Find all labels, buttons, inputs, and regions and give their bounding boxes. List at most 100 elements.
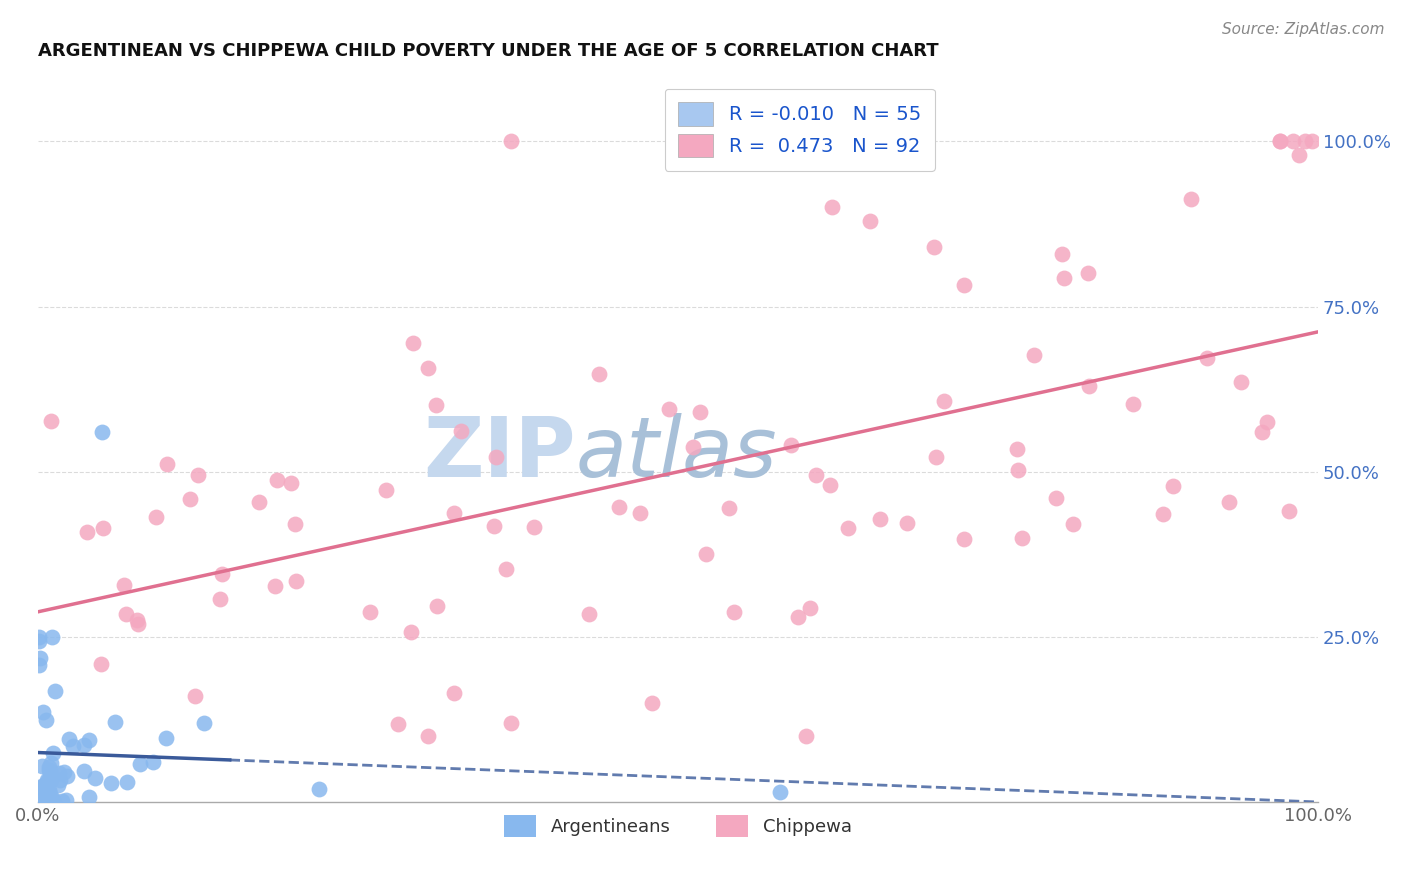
Point: [717, 500, 740, 515]
Point: [896, 516, 918, 530]
Point: [1007, 463, 1029, 477]
Point: [31, 758, 53, 772]
Point: [129, 756, 152, 771]
Text: ZIP: ZIP: [423, 413, 575, 494]
Point: [818, 477, 841, 491]
Point: [208, 592, 231, 607]
Point: [859, 213, 882, 227]
Point: [62, 739, 84, 753]
Point: [1050, 246, 1073, 260]
Point: [501, 134, 523, 148]
Point: [38, 787, 60, 801]
Point: [42, 792, 65, 806]
Point: [1180, 192, 1202, 206]
Point: [39, 773, 62, 788]
Text: ARGENTINEAN VS CHIPPEWA CHILD POVERTY UNDER THE AGE OF 5 CORRELATION CHART: ARGENTINEAN VS CHIPPEWA CHILD POVERTY UN…: [38, 42, 938, 60]
Point: [90, 425, 112, 439]
Point: [1288, 147, 1310, 161]
Point: [1024, 348, 1046, 362]
Point: [39, 415, 62, 429]
Point: [689, 405, 711, 419]
Point: [112, 578, 135, 592]
Point: [187, 468, 209, 483]
Point: [34, 786, 56, 800]
Point: [443, 686, 465, 700]
Point: [264, 579, 287, 593]
Point: [723, 605, 745, 619]
Point: [425, 398, 447, 412]
Point: [1230, 376, 1253, 390]
Text: atlas: atlas: [575, 413, 778, 494]
Point: [39, 756, 62, 771]
Point: [179, 492, 201, 507]
Point: [1152, 508, 1174, 522]
Point: [1278, 504, 1301, 518]
Point: [280, 475, 302, 490]
Point: [91, 521, 114, 535]
Point: [523, 520, 546, 534]
Point: [127, 613, 149, 627]
Point: [284, 516, 307, 531]
Point: [607, 500, 630, 514]
Point: [1062, 516, 1084, 531]
Point: [46, 778, 69, 792]
Point: [55, 792, 77, 806]
Point: [495, 562, 517, 576]
Point: [682, 441, 704, 455]
Point: [922, 240, 945, 254]
Point: [359, 605, 381, 619]
Point: [1256, 415, 1278, 429]
Point: [952, 532, 974, 546]
Point: [1218, 494, 1240, 508]
Point: [1011, 531, 1033, 545]
Point: [1161, 479, 1184, 493]
Point: [628, 506, 651, 520]
Point: [1045, 491, 1067, 505]
Point: [28, 630, 51, 644]
Point: [837, 521, 859, 535]
Point: [73, 738, 96, 752]
Point: [820, 201, 842, 215]
Point: [103, 714, 125, 729]
Point: [84, 771, 107, 785]
Point: [1053, 271, 1076, 285]
Point: [142, 755, 165, 769]
Point: [1281, 134, 1303, 148]
Point: [48, 772, 70, 787]
Point: [501, 715, 523, 730]
Point: [211, 566, 233, 581]
Point: [38, 772, 60, 786]
Point: [155, 731, 177, 746]
Point: [1294, 134, 1316, 148]
Point: [1195, 351, 1218, 366]
Point: [42, 795, 65, 809]
Point: [53, 765, 76, 780]
Point: [32, 780, 55, 794]
Point: [387, 717, 409, 731]
Point: [953, 277, 976, 292]
Point: [28, 780, 51, 794]
Point: [1301, 134, 1323, 148]
Point: [416, 360, 439, 375]
Point: [31, 706, 53, 720]
Point: [117, 775, 139, 789]
Point: [41, 746, 63, 760]
Point: [799, 600, 821, 615]
Point: [58, 732, 80, 747]
Point: [35, 785, 58, 799]
Point: [1005, 442, 1028, 456]
Point: [247, 495, 270, 509]
Point: [588, 368, 610, 382]
Point: [641, 696, 664, 710]
Point: [1078, 379, 1101, 393]
Point: [695, 547, 717, 561]
Point: [794, 729, 817, 743]
Point: [39, 764, 62, 779]
Point: [44, 684, 66, 698]
Point: [28, 658, 51, 673]
Point: [443, 507, 465, 521]
Point: [28, 634, 51, 648]
Point: [73, 764, 96, 779]
Point: [35, 792, 58, 806]
Point: [1251, 425, 1274, 439]
